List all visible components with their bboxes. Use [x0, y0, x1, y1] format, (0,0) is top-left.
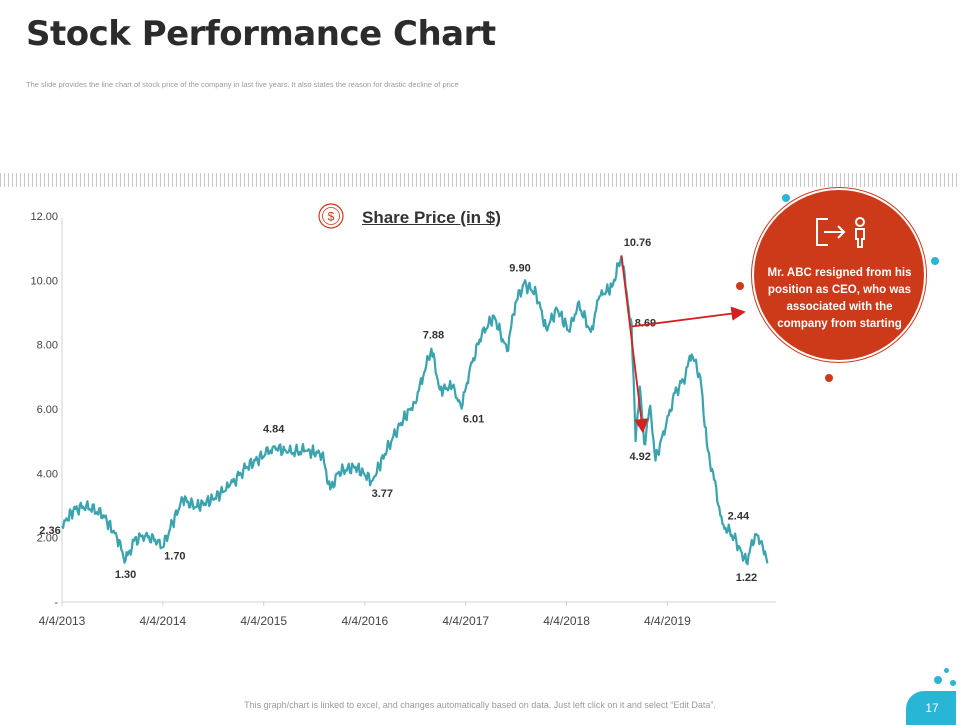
- data-label: 9.90: [509, 263, 530, 275]
- y-tick-label: -: [54, 597, 58, 609]
- data-label: 10.76: [624, 237, 652, 249]
- page-subtitle: The slide provides the line chart of sto…: [26, 80, 459, 89]
- decor-bubble: [950, 680, 956, 686]
- data-label: 8.69: [635, 318, 656, 330]
- callout-text: Mr. ABC resigned from his position as CE…: [767, 267, 912, 330]
- callout-dot: [782, 194, 790, 202]
- callout-dot: [931, 257, 939, 265]
- data-label: 1.22: [736, 572, 757, 584]
- y-tick-label: 2.00: [37, 533, 58, 545]
- callout-pointer-arrow: [631, 306, 746, 328]
- data-label: 3.77: [372, 488, 393, 500]
- y-tick-label: 12.00: [30, 211, 58, 223]
- y-tick-label: 6.00: [37, 404, 58, 416]
- callout-dot: [736, 282, 744, 290]
- callout-dot: [825, 374, 833, 382]
- dollar-icon: $: [318, 203, 344, 229]
- data-label: 6.01: [463, 414, 484, 426]
- data-label: 4.92: [629, 451, 650, 463]
- x-tick-label: 4/4/2014: [139, 614, 186, 628]
- y-tick-label: 8.00: [37, 340, 58, 352]
- footer-note: This graph/chart is linked to excel, and…: [244, 700, 716, 710]
- decline-arrow: [620, 255, 649, 434]
- y-tick-label: 4.00: [37, 468, 58, 480]
- decor-bubble: [944, 668, 949, 673]
- x-tick-label: 4/4/2016: [341, 614, 388, 628]
- data-label: 2.36: [39, 525, 60, 537]
- svg-text:$: $: [328, 210, 335, 224]
- x-tick-label: 4/4/2013: [39, 614, 86, 628]
- callout-circle: [754, 190, 924, 360]
- share-price-line: [61, 254, 769, 566]
- x-tick-label: 4/4/2018: [543, 614, 590, 628]
- exit-person-icon: [816, 217, 865, 248]
- data-label: 7.88: [423, 330, 444, 342]
- data-label: 2.44: [728, 511, 750, 523]
- data-label: 1.30: [115, 569, 136, 581]
- x-tick-label: 4/4/2017: [442, 614, 489, 628]
- page-number-badge: 17: [906, 691, 956, 725]
- chart-title: Share Price (in $): [362, 208, 501, 227]
- decor-bubble: [934, 676, 942, 684]
- y-tick-label: 10.00: [30, 275, 58, 287]
- data-label: 1.70: [164, 550, 185, 562]
- hatched-divider: [0, 173, 960, 187]
- data-label: 4.84: [263, 423, 285, 435]
- x-tick-label: 4/4/2019: [644, 614, 691, 628]
- x-tick-label: 4/4/2015: [240, 614, 287, 628]
- callout-outer-ring: [751, 187, 927, 363]
- page-title: Stock Performance Chart: [26, 14, 496, 54]
